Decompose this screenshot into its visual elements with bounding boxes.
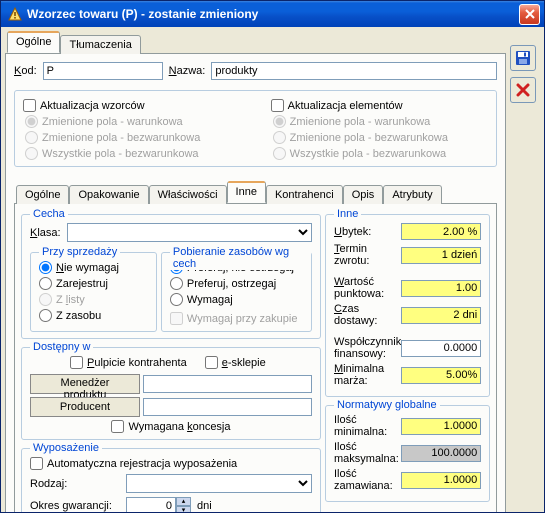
top-tabset: Ogólne Tłumaczenia [5,31,506,53]
radio-przy-4[interactable]: Z zasobu [39,309,148,322]
v-termin[interactable] [401,247,481,264]
chk-auto-wyp[interactable]: Automatyczna rejestracja wyposażenia [30,457,312,470]
radio-wzorcow-2: Zmienione pola - bezwarunkowa [25,131,241,144]
input-kod[interactable] [43,62,163,80]
radio-przy-2[interactable]: Zarejestruj [39,277,148,290]
itab-ogolne[interactable]: Ogólne [16,185,69,204]
close-button[interactable] [519,4,540,25]
label-klasa: Klasa: [30,227,61,239]
radio-elem-2: Zmienione pola - bezwarunkowa [273,131,489,144]
select-rodzaj[interactable] [126,474,312,493]
itab-opakowanie[interactable]: Opakowanie [69,185,148,204]
itab-kontrahenci[interactable]: Kontrahenci [266,185,343,204]
v-ilzam[interactable] [401,472,481,489]
radio-przy-3: Z listy [39,293,148,306]
l-wspol: Współczynnik finansowy: [334,336,401,360]
label-rodzaj: Rodzaj: [30,478,120,490]
btn-producent[interactable]: Producent [30,397,140,417]
label-kod: Kod: [14,65,37,77]
legend-normatywy: Normatywy globalne [334,399,440,411]
chk-update-wzorcow[interactable]: Aktualizacja wzorców [23,99,241,112]
radio-wzorcow-3: Wszystkie pola - bezwarunkowa [25,147,241,160]
titlebar: Wzorzec towaru (P) - zostanie zmieniony [1,1,544,27]
select-klasa[interactable] [67,223,312,242]
label-okres: Okres gwarancji: [30,500,120,512]
itab-opis[interactable]: Opis [343,185,384,204]
app-icon [7,6,23,22]
v-ubytek[interactable] [401,223,481,240]
v-czas[interactable] [401,307,481,324]
top-tabpanel: Kod: Nazwa: Aktualizacja wzorców [5,53,506,512]
v-wartosc[interactable] [401,280,481,297]
radio-elem-1: Zmienione pola - warunkowa [273,115,489,128]
v-ilmax[interactable] [401,445,481,462]
legend-cecha: Cecha [30,208,68,220]
legend-przy: Przy sprzedaży [39,246,120,258]
v-ilmin[interactable] [401,418,481,435]
input-menedzer[interactable] [143,375,312,393]
chk-esklep[interactable]: e-sklepie [205,356,266,369]
sidebar [510,31,540,508]
input-producent[interactable] [143,398,312,416]
radio-elem-3: Wszystkie pola - bezwarunkowa [273,147,489,160]
radio-pob-3[interactable]: Wymagaj [170,293,303,306]
input-nazwa[interactable] [211,62,497,80]
v-marza[interactable] [401,367,481,384]
itab-wlasciwosci[interactable]: Właściwości [149,185,227,204]
spin-down[interactable]: ▾ [176,506,191,512]
top-form: Kod: Nazwa: [14,62,497,86]
l-marza: Minimalna marża: [334,363,401,387]
itab-inne[interactable]: Inne [227,181,266,203]
l-ilmin: Ilość minimalna: [334,414,401,438]
window-title: Wzorzec towaru (P) - zostanie zmieniony [27,7,519,21]
chk-pulpit[interactable]: Pulpicie kontrahenta [70,356,187,369]
radio-wzorcow-1: Zmienione pola - warunkowa [25,115,241,128]
label-dni: dni [197,500,212,512]
legend-inne: Inne [334,208,361,220]
inner-tabset: Ogólne Opakowanie Właściwości Inne Kontr… [14,181,497,203]
spinner-okres[interactable]: ▴▾ [126,497,191,512]
inner-tabpanel: Cecha Klasa: Przy sprzedaży [14,203,497,512]
legend-dostepny: Dostępny w [30,341,93,353]
v-wspol[interactable] [401,340,481,357]
chk-koncesja[interactable]: Wymagana koncesja [111,420,230,433]
chk-wymagaj-zakup: Wymagaj przy zakupie [170,312,303,325]
spin-up[interactable]: ▴ [176,497,191,506]
l-ilmax: Ilość maksymalna: [334,441,401,465]
l-ilzam: Ilość zamawiana: [334,468,401,492]
save-button[interactable] [510,45,536,71]
radio-przy-1[interactable]: Nie wymagaj [39,261,148,274]
l-termin: Termin zwrotu: [334,243,401,267]
chk-update-elementow[interactable]: Aktualizacja elementów [271,99,489,112]
btn-menedzer[interactable]: Menedżer produktu [30,374,140,394]
itab-atrybuty[interactable]: Atrybuty [383,185,441,204]
root-window: Wzorzec towaru (P) - zostanie zmieniony … [0,0,545,513]
l-ubytek: Ubytek: [334,226,401,238]
cancel-button[interactable] [510,77,536,103]
radio-pob-2[interactable]: Preferuj, ostrzegaj [170,277,303,290]
tab-translations[interactable]: Tłumaczenia [60,35,140,54]
legend-wyposazenie: Wyposażenie [30,442,102,454]
l-wartosc: Wartość punktowa: [334,276,401,300]
l-czas: Czas dostawy: [334,303,401,327]
label-nazwa: Nazwa: [169,65,206,77]
legend-pobieranie: Pobieranie zasobów wg cech [170,246,311,270]
tab-general[interactable]: Ogólne [7,31,60,53]
